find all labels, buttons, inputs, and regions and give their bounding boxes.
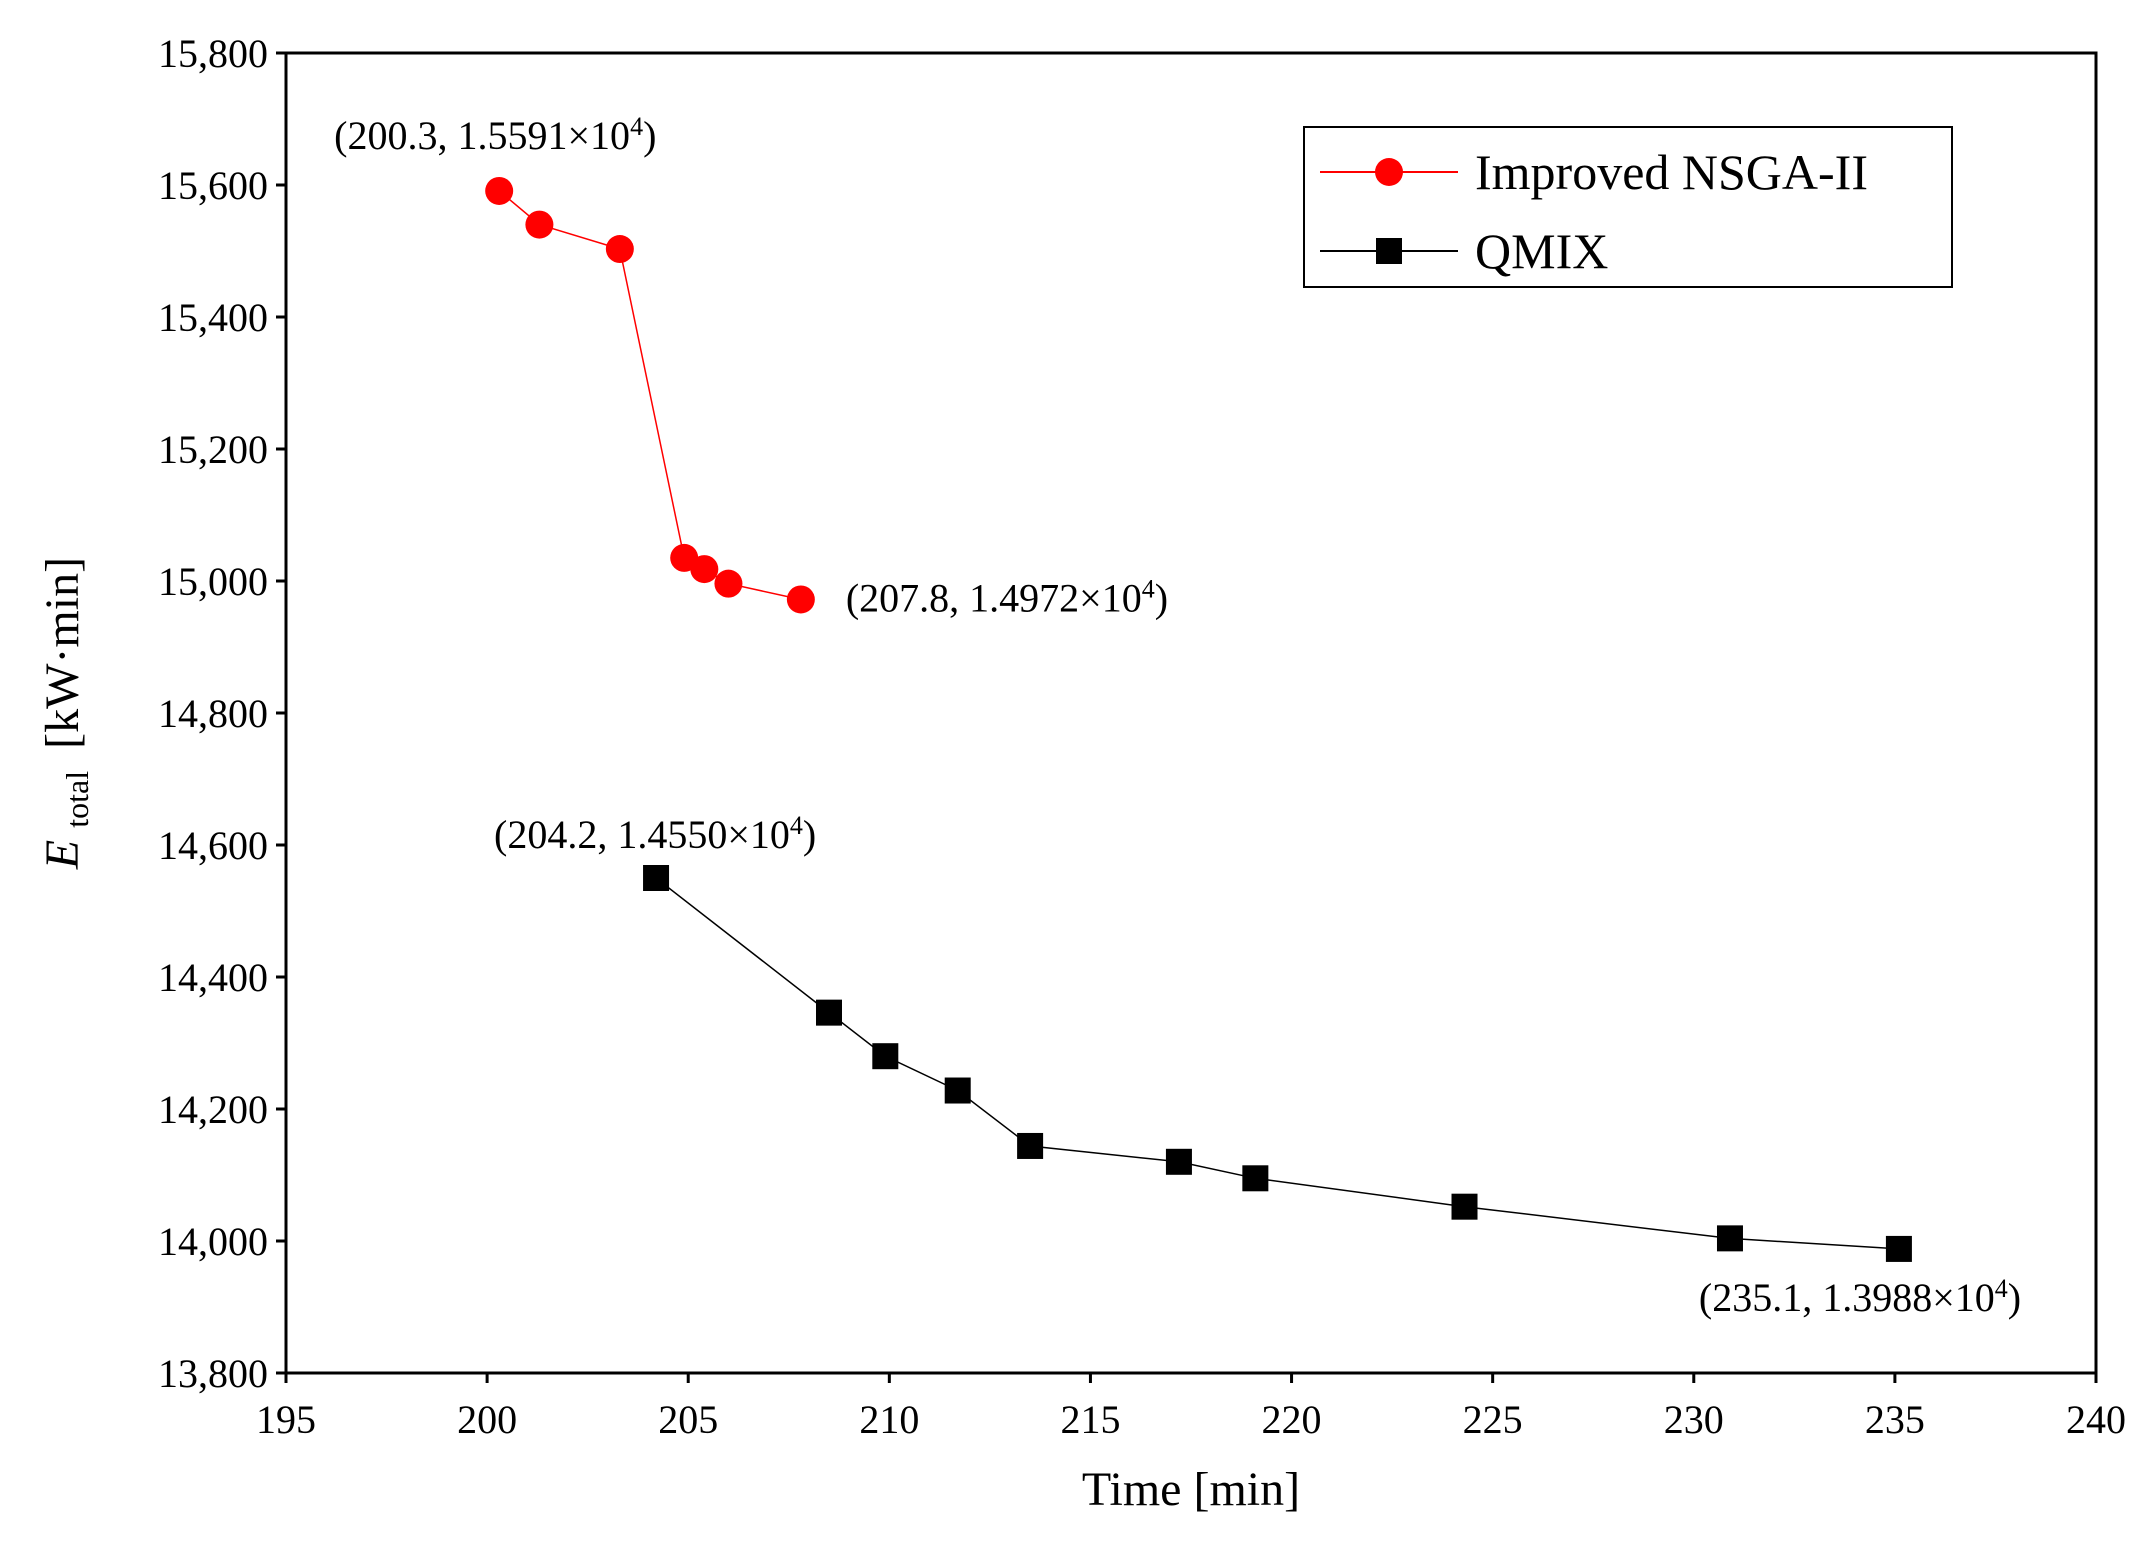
annotation-close: ) [1155, 575, 1168, 620]
annotation-text: (207.8, 1.4972×10 [846, 575, 1142, 620]
series-layer [485, 176, 1912, 1262]
y-axis: 13,800 14,000 14,200 14,400 14,600 14,800 15,0… [158, 31, 286, 1396]
annotation-close: ) [2008, 1275, 2021, 1320]
y-tick-label: 15,000 [158, 559, 268, 604]
y-tick-label: 14,000 [158, 1219, 268, 1264]
x-tick-label: 235 [1865, 1397, 1925, 1442]
annotation-layer: (200.3, 1.5591×104)(207.8, 1.4972×104)(2… [334, 112, 2021, 1320]
y-tick-label: 15,400 [158, 295, 268, 340]
y-tick-label: 13,800 [158, 1351, 268, 1396]
y-axis-title-subscript: total [59, 771, 95, 828]
data-point-qmix [1165, 1148, 1192, 1175]
x-tick-label: 200 [457, 1397, 517, 1442]
y-axis-title-unit: [kW·min] [36, 557, 89, 749]
data-point-qmix [944, 1077, 971, 1104]
data-point-qmix [1716, 1225, 1743, 1252]
data-point-qmix [1242, 1165, 1269, 1192]
legend-marker-qmix [1376, 238, 1402, 264]
annotation-close: ) [803, 812, 816, 857]
annotation-exponent: 4 [630, 112, 643, 141]
annotation-exponent: 4 [790, 811, 803, 840]
legend-label-qmix: QMIX [1475, 223, 1608, 279]
x-tick-label: 215 [1060, 1397, 1120, 1442]
annotation-text: (235.1, 1.3988×10 [1699, 1275, 1995, 1320]
annotation-exponent: 4 [1142, 574, 1155, 603]
data-point-qmix [816, 999, 842, 1026]
point-annotation: (204.2, 1.4550×104) [494, 811, 816, 857]
series-line-qmix [655, 877, 1899, 1250]
annotation-text: (200.3, 1.5591×10 [334, 113, 630, 158]
x-tick-label: 230 [1664, 1397, 1724, 1442]
data-point-qmix [872, 1043, 899, 1070]
data-point-qmix [1017, 1132, 1044, 1159]
data-point-improved-nsga-ii [690, 555, 719, 584]
annotation-close: ) [643, 113, 656, 158]
y-tick-label: 14,200 [158, 1087, 268, 1132]
point-annotation: (200.3, 1.5591×104) [334, 112, 656, 158]
y-axis-title: E total [kW·min] [36, 557, 99, 870]
annotation-text: (204.2, 1.4550×10 [494, 812, 790, 857]
y-tick-label: 15,800 [158, 31, 268, 76]
point-annotation: (235.1, 1.3988×104) [1699, 1274, 2021, 1320]
data-point-qmix [1451, 1193, 1478, 1220]
annotation-exponent: 4 [1995, 1274, 2008, 1303]
legend-label-improved-nsga-ii: Improved NSGA-II [1475, 144, 1868, 200]
data-point-qmix [1885, 1235, 1912, 1262]
point-annotation: (207.8, 1.4972×104) [846, 574, 1168, 620]
legend-box [1303, 126, 1953, 288]
x-axis: 195 200 205 210 215 220 225 230 235 240 [256, 1373, 2126, 1442]
legend: Improved NSGA-II QMIX [1303, 126, 1953, 288]
y-tick-label: 15,600 [158, 163, 268, 208]
y-tick-label: 14,600 [158, 823, 268, 868]
data-point-improved-nsga-ii [786, 585, 815, 614]
data-point-improved-nsga-ii [525, 210, 554, 239]
series-line-improved-nsga-ii [498, 190, 801, 601]
x-tick-label: 225 [1463, 1397, 1523, 1442]
data-point-improved-nsga-ii [485, 176, 514, 205]
y-axis-title-symbol: E [36, 840, 89, 870]
data-point-improved-nsga-ii [714, 569, 743, 598]
x-tick-label: 240 [2066, 1397, 2126, 1442]
data-point-qmix [643, 865, 670, 891]
x-tick-label: 205 [658, 1397, 718, 1442]
x-axis-title: Time [min] [1082, 1463, 1300, 1516]
x-tick-label: 195 [256, 1397, 316, 1442]
x-tick-label: 210 [859, 1397, 919, 1442]
data-point-improved-nsga-ii [605, 235, 634, 264]
y-tick-label: 14,800 [158, 691, 268, 736]
legend-marker-improved-nsga-ii [1375, 158, 1403, 186]
y-tick-label: 14,400 [158, 955, 268, 1000]
y-tick-label: 15,200 [158, 427, 268, 472]
x-tick-label: 220 [1262, 1397, 1322, 1442]
